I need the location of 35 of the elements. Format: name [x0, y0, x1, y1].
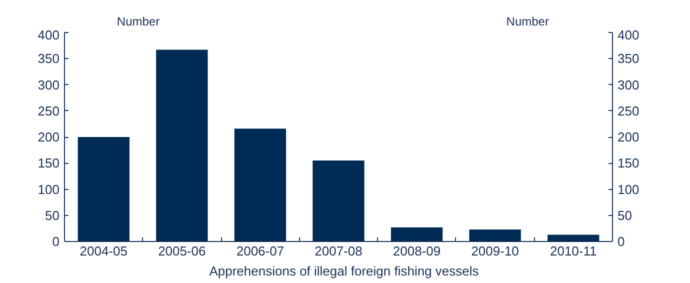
bar: [78, 137, 130, 242]
y2-tick-label: 50: [618, 208, 632, 223]
y2-tick-label: 350: [618, 51, 640, 66]
bar: [548, 234, 600, 242]
x-tick-label: 2010-11: [550, 244, 597, 258]
bar: [312, 160, 364, 242]
bar: [156, 50, 208, 242]
y2-tick-label: 150: [618, 156, 640, 171]
y2-tick-label: 400: [618, 28, 640, 42]
y-tick-label: 250: [38, 103, 60, 118]
y-tick-label: 100: [38, 182, 60, 197]
y2-tick-label: 200: [618, 130, 640, 144]
y-tick-label: 400: [38, 28, 60, 42]
series-label: Apprehensions of illegal foreign fishing vessels: [209, 263, 479, 278]
x-tick-label: 2005-06: [158, 244, 206, 258]
x-tick-label: 2008-09: [392, 244, 441, 258]
y2-tick-label: 0: [618, 234, 625, 249]
bar: [469, 229, 521, 242]
y2-tick-label: 100: [618, 182, 640, 197]
x-tick-label: 2004-05: [80, 244, 128, 258]
y2-tick-label: 250: [618, 103, 640, 118]
y-tick-label: 350: [38, 51, 60, 66]
y-tick-label: 50: [45, 208, 60, 223]
bar: [234, 128, 286, 242]
y2-tick-label: 300: [618, 77, 640, 92]
bar: [390, 227, 443, 242]
y2-axis-title: Number: [506, 14, 549, 28]
y-axis-title: Number: [116, 14, 160, 28]
y-tick-label: 0: [52, 234, 60, 249]
x-tick-label: 2006-07: [236, 244, 284, 258]
x-tick-label: 2007-08: [314, 244, 362, 258]
y-tick-label: 200: [38, 130, 60, 144]
x-tick-label: 2009-10: [471, 244, 519, 258]
y-tick-label: 300: [38, 77, 60, 92]
y-tick-label: 150: [38, 156, 60, 171]
